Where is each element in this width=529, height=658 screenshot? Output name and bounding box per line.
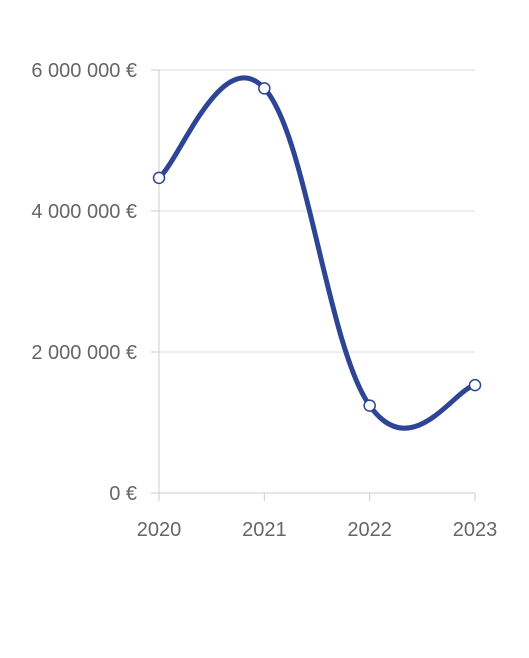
x-axis: 2020 2021 2022 2023	[137, 492, 498, 541]
marker-layer	[152, 82, 482, 412]
grid	[159, 69, 475, 353]
y-tick-label-1: 2 000 000 €	[31, 342, 137, 364]
data-point-2021[interactable]	[258, 82, 271, 95]
x-tick-label-1: 2021	[242, 519, 287, 541]
y-tick-label-3: 6 000 000 €	[31, 60, 137, 82]
y-tick-label-2: 4 000 000 €	[31, 201, 137, 223]
x-tick-label-3: 2023	[453, 519, 498, 541]
y-axis: 0 € 2 000 000 € 4 000 000 € 6 000 000 €	[31, 60, 160, 505]
y-tick-label-0: 0 €	[109, 483, 137, 505]
series-line-0	[156, 75, 478, 431]
series-layer	[156, 75, 478, 431]
data-point-2023[interactable]	[468, 378, 482, 392]
x-tick-label-2: 2022	[347, 519, 392, 541]
data-point-2020[interactable]	[152, 171, 166, 185]
data-point-2022[interactable]	[363, 399, 376, 412]
x-tick-label-0: 2020	[137, 519, 182, 541]
